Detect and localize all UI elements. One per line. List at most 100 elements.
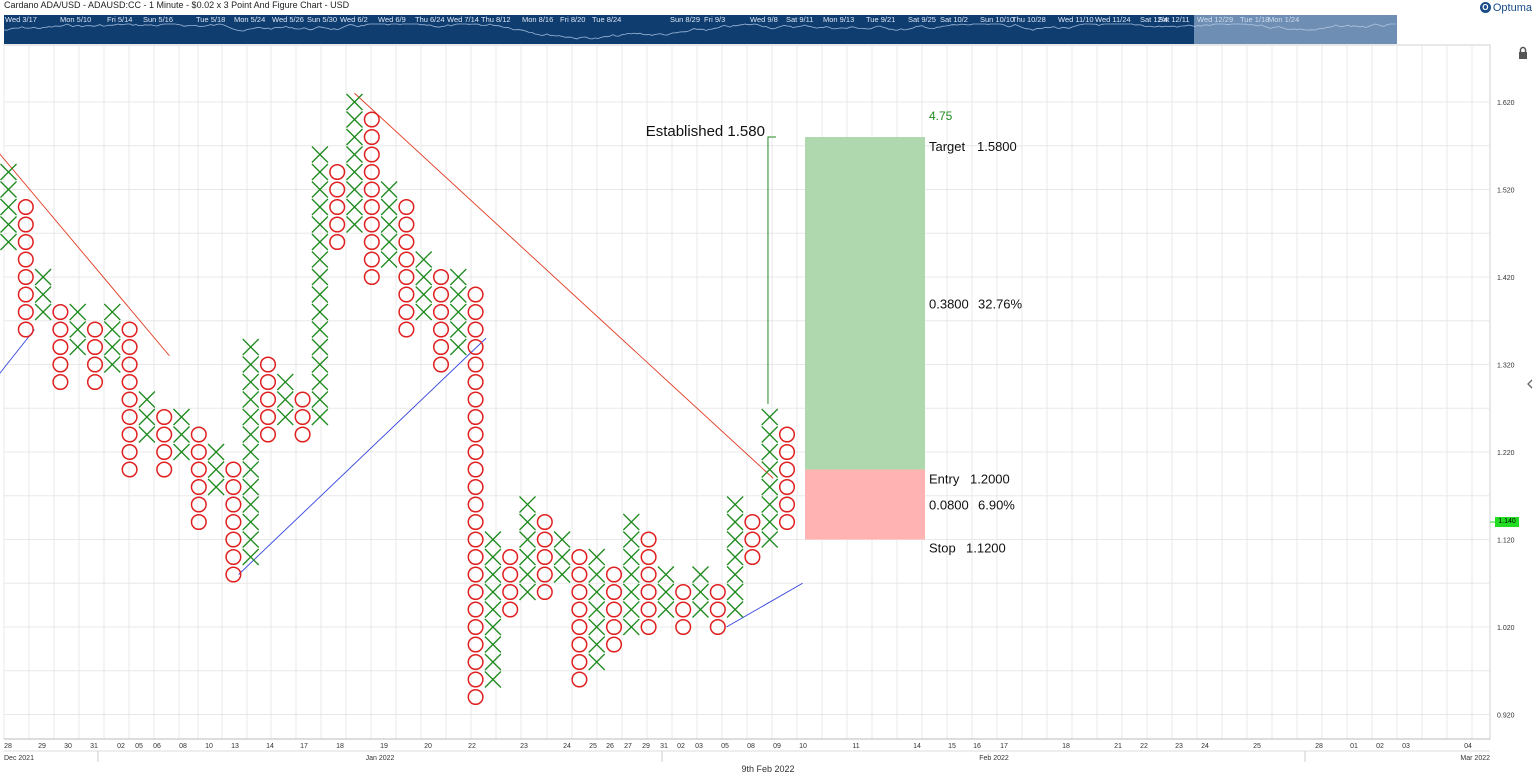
pf-column-o — [432, 268, 450, 373]
pf-column-o — [17, 198, 34, 338]
pf-column-x — [103, 303, 121, 373]
o-box — [329, 216, 346, 233]
x-box — [761, 426, 779, 443]
brand-logo[interactable]: O Optuma — [1479, 0, 1532, 15]
y-tick-label: 1.320 — [1497, 363, 1515, 370]
x-box — [519, 513, 536, 531]
navigator-visible-window[interactable] — [1194, 15, 1397, 44]
x-box — [588, 653, 606, 671]
x-box — [207, 478, 225, 496]
timeline-navigator[interactable]: Wed 3/17 Mon 5/10 Fri 5/14 Sun 5/16 Tue 5/18… — [4, 15, 1397, 44]
pf-column-o — [640, 531, 657, 636]
o-box — [121, 391, 138, 408]
x-box — [761, 496, 779, 513]
pf-column-o — [156, 408, 173, 478]
x-box — [622, 601, 640, 618]
o-box — [675, 601, 692, 618]
navigator-sparkline — [4, 23, 1396, 40]
o-box — [329, 198, 346, 216]
navigator-date-label: Wed 11/24 — [1095, 15, 1131, 24]
x-box — [0, 181, 17, 198]
o-box — [398, 286, 415, 303]
pf-column-o — [467, 286, 484, 706]
stop-value: 1.1200 — [966, 541, 1006, 556]
x-tick-label: 04 — [1464, 743, 1472, 750]
o-box — [190, 513, 207, 531]
o-box — [640, 531, 657, 548]
x-box — [553, 566, 571, 583]
x-box — [484, 531, 502, 548]
pf-column-x — [138, 391, 156, 443]
o-box — [52, 303, 69, 321]
x-tick-label: 14 — [266, 743, 274, 750]
navigator-date-label: Wed 11/10 — [1058, 15, 1094, 24]
o-box — [121, 321, 138, 338]
x-month-label: Feb 2022 — [979, 755, 1009, 762]
x-box — [622, 513, 640, 531]
o-box — [536, 531, 553, 548]
navigator-date-label: Fri 8/20 — [560, 15, 586, 24]
x-box — [449, 338, 467, 356]
pf-column-x — [588, 548, 606, 671]
x-box — [484, 671, 502, 688]
navigator-date-label: Wed 9/8 — [750, 15, 778, 24]
x-box — [103, 321, 121, 338]
x-box — [276, 373, 294, 391]
x-box — [242, 531, 260, 548]
x-box — [311, 338, 329, 356]
x-box — [346, 198, 363, 216]
o-box — [605, 636, 623, 653]
x-box — [415, 268, 433, 286]
o-box — [190, 478, 207, 496]
chevron-left-icon[interactable] — [1524, 376, 1536, 392]
x-box — [103, 303, 121, 321]
center-date-label: 9th Feb 2022 — [741, 764, 795, 774]
x-tick-label: 24 — [1201, 743, 1209, 750]
o-box — [467, 671, 484, 688]
o-box — [467, 688, 484, 706]
reward-value: 0.3800 — [929, 296, 969, 311]
y-tick-label: 0.920 — [1497, 713, 1515, 720]
x-box — [588, 583, 606, 601]
x-box — [242, 496, 260, 513]
x-box — [173, 426, 190, 443]
o-box — [190, 496, 207, 513]
o-box — [675, 618, 692, 636]
o-box — [52, 373, 69, 391]
navigator-date-label: Wed 7/14 — [447, 15, 479, 24]
x-box — [103, 338, 121, 356]
o-box — [259, 356, 277, 373]
risk-percent: 6.90% — [978, 498, 1015, 513]
point-figure-chart[interactable]: 1.620 1.520 1.420 1.320 1.220 1.120 1.020 0.920… — [0, 0, 1536, 764]
x-box — [519, 566, 536, 583]
lock-icon[interactable] — [1516, 46, 1530, 60]
pf-column-x — [692, 566, 709, 618]
o-box — [363, 146, 380, 163]
x-box — [553, 531, 571, 548]
o-box — [571, 618, 588, 636]
o-box — [571, 671, 588, 688]
last-price-badge: 1.140 — [1495, 517, 1519, 527]
navigator-date-label: Sun 8/29 — [670, 15, 701, 24]
x-box — [449, 286, 467, 303]
x-tick-label: 10 — [799, 743, 807, 750]
navigator-date-label: Sat 12/11 — [1158, 15, 1190, 24]
x-box — [726, 548, 744, 566]
x-box — [34, 268, 52, 286]
x-box — [484, 636, 502, 653]
y-tick-label: 1.620 — [1497, 100, 1515, 107]
x-box — [138, 408, 156, 426]
o-box — [121, 408, 138, 426]
navigator-date-label: Mon 5/10 — [60, 15, 92, 24]
x-tick-label: 16 — [973, 743, 981, 750]
x-tick-label: 22 — [468, 743, 476, 750]
x-tick-label: 15 — [948, 743, 956, 750]
entry-value: 1.2000 — [970, 472, 1010, 487]
x-box — [588, 548, 606, 566]
o-box — [778, 443, 796, 461]
o-box — [363, 198, 380, 216]
x-box — [346, 146, 363, 163]
o-box — [156, 408, 173, 426]
navigator-date-label: Wed 6/2 — [340, 15, 368, 24]
x-tick-label: 24 — [563, 743, 571, 750]
